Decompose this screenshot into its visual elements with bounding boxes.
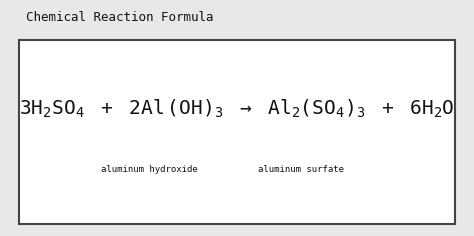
Text: aluminum surfate: aluminum surfate	[258, 165, 344, 174]
Text: Chemical Reaction Formula: Chemical Reaction Formula	[26, 11, 214, 24]
Text: $\mathtt{3H_2SO_4 \ \ + \ \ 2Al\,(OH)_3 \ \ \rightarrow \ \ Al_2(SO_4)_3 \ \ + \: $\mathtt{3H_2SO_4 \ \ + \ \ 2Al\,(OH)_3 …	[19, 97, 455, 120]
Text: aluminum hydroxide: aluminum hydroxide	[101, 165, 198, 174]
